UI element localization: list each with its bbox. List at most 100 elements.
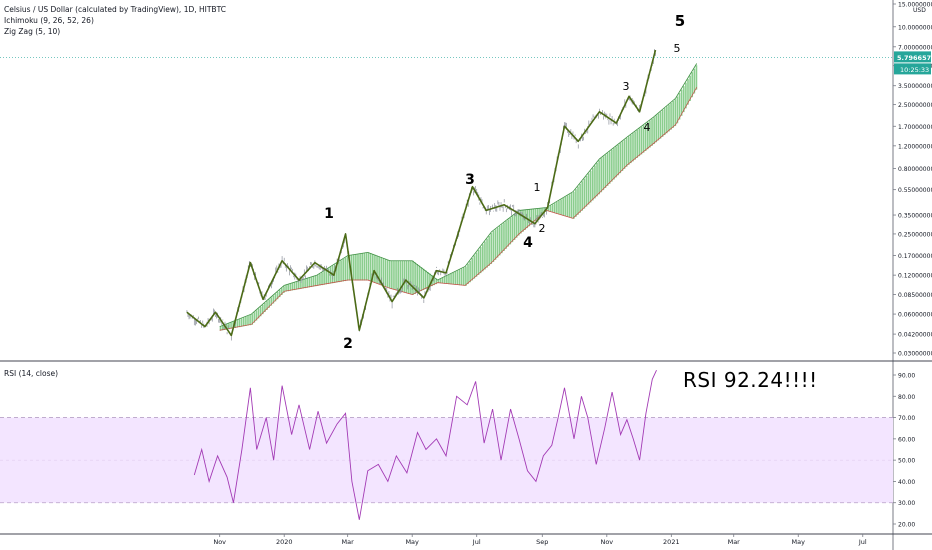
time-tick-label: May	[792, 538, 806, 546]
ichimoku-cloud	[361, 253, 364, 281]
ichimoku-cloud	[386, 259, 389, 288]
legend-ichimoku[interactable]: Ichimoku (9, 26, 52, 26)	[4, 16, 94, 25]
price-tick-label: 10.00000000	[898, 24, 932, 31]
ichimoku-cloud	[429, 273, 431, 288]
ichimoku-cloud	[592, 168, 594, 201]
ichimoku-cloud	[689, 75, 691, 101]
ichimoku-cloud	[640, 126, 643, 155]
ichimoku-cloud	[680, 89, 683, 116]
last-price-value: 5.79665723	[897, 54, 932, 62]
ichimoku-cloud	[682, 86, 685, 113]
ichimoku-cloud	[653, 117, 655, 145]
ichimoku-cloud	[376, 255, 378, 284]
ichimoku-cloud	[642, 125, 645, 153]
ichimoku-cloud	[407, 260, 410, 294]
time-tick-label: May	[405, 538, 419, 546]
ichimoku-cloud	[355, 254, 357, 281]
ichimoku-cloud	[317, 275, 319, 286]
ichimoku-cloud	[439, 278, 442, 284]
price-tick-label: 0.25000000	[898, 231, 932, 238]
ichimoku-cloud	[312, 276, 315, 287]
ichimoku-cloud	[627, 136, 630, 165]
ichimoku-cloud	[306, 278, 309, 288]
ichimoku-cloud	[575, 189, 577, 217]
rsi-tick-label: 60.00	[898, 436, 915, 443]
ichimoku-cloud	[420, 267, 423, 292]
ichimoku-cloud	[505, 221, 507, 249]
ichimoku-cloud	[236, 319, 239, 328]
wave-label: 1	[534, 181, 541, 194]
ichimoku-cloud	[634, 131, 636, 160]
rsi-tick-label: 30.00	[898, 500, 915, 507]
ichimoku-cloud	[558, 200, 560, 215]
ichimoku-cloud	[655, 115, 658, 143]
ichimoku-cloud	[668, 104, 670, 132]
ichimoku-cloud	[503, 222, 505, 251]
ichimoku-cloud	[300, 280, 302, 289]
last-price-badge	[894, 51, 931, 63]
ichimoku-cloud	[562, 198, 564, 216]
price-tick-label: 7.00000000	[898, 44, 932, 51]
wave-label: 3	[623, 80, 630, 93]
ichimoku-cloud	[462, 267, 465, 286]
ichimoku-cloud	[232, 321, 234, 329]
ichimoku-cloud	[395, 260, 397, 291]
price-tick-label: 0.80000000	[898, 166, 932, 173]
ichimoku-cloud	[553, 203, 556, 214]
currency-label: USD	[913, 7, 926, 14]
ichimoku-cloud	[456, 270, 459, 286]
time-tick-label: 2020	[276, 538, 293, 546]
ichimoku-cloud	[539, 208, 541, 218]
ichimoku-cloud	[475, 252, 478, 277]
ichimoku-cloud	[412, 260, 414, 296]
ichimoku-cloud	[291, 283, 294, 291]
ichimoku-cloud	[363, 253, 366, 281]
ichimoku-cloud	[460, 268, 463, 286]
zigzag-line	[186, 49, 657, 337]
time-tick-label: Nov	[213, 538, 226, 546]
ichimoku-cloud	[374, 254, 376, 283]
ichimoku-cloud	[604, 154, 607, 188]
legend-symbol[interactable]: Celsius / US Dollar (calculated by Tradi…	[4, 5, 226, 14]
wave-label: 4	[523, 235, 533, 251]
ichimoku-cloud	[226, 324, 228, 330]
ichimoku-cloud	[357, 254, 359, 281]
ichimoku-cloud	[577, 186, 579, 215]
ichimoku-cloud	[513, 214, 516, 240]
ichimoku-cloud	[281, 288, 283, 295]
ichimoku-cloud	[262, 304, 264, 315]
ichimoku-cloud	[509, 217, 512, 245]
ichimoku-cloud	[352, 254, 355, 281]
legend-zigzag[interactable]: Zig Zag (5, 10)	[4, 27, 61, 36]
ichimoku-cloud	[336, 263, 338, 283]
ichimoku-cloud	[583, 178, 586, 209]
ichimoku-cloud	[266, 301, 268, 310]
ichimoku-cloud	[247, 315, 249, 326]
ichimoku-cloud	[329, 267, 332, 284]
ichimoku-cloud	[293, 282, 296, 291]
ichimoku-cloud	[384, 258, 387, 287]
price-tick-label: 0.08500000	[898, 292, 932, 299]
ichimoku-cloud	[221, 325, 224, 331]
ichimoku-cloud	[564, 196, 567, 217]
ichimoku-cloud	[297, 281, 300, 290]
ichimoku-cloud	[632, 133, 634, 162]
ichimoku-cloud	[321, 272, 323, 286]
ichimoku-cloud	[338, 261, 340, 283]
ichimoku-cloud	[285, 285, 287, 292]
ichimoku-cloud	[325, 269, 328, 285]
ichimoku-cloud	[678, 93, 681, 120]
time-tick-label: Mar	[728, 538, 741, 546]
ichimoku-cloud	[530, 209, 533, 225]
rsi-tick-label: 50.00	[898, 458, 915, 465]
countdown-badge	[894, 63, 931, 75]
ichimoku-cloud	[372, 253, 374, 283]
ichimoku-cloud	[289, 283, 292, 291]
ichimoku-cloud	[219, 326, 222, 331]
ichimoku-cloud	[623, 139, 626, 169]
ichimoku-cloud	[636, 129, 639, 158]
price-tick-label: 2.50000000	[898, 102, 932, 109]
ichimoku-cloud	[630, 134, 632, 164]
legend-rsi[interactable]: RSI (14, close)	[4, 369, 59, 378]
